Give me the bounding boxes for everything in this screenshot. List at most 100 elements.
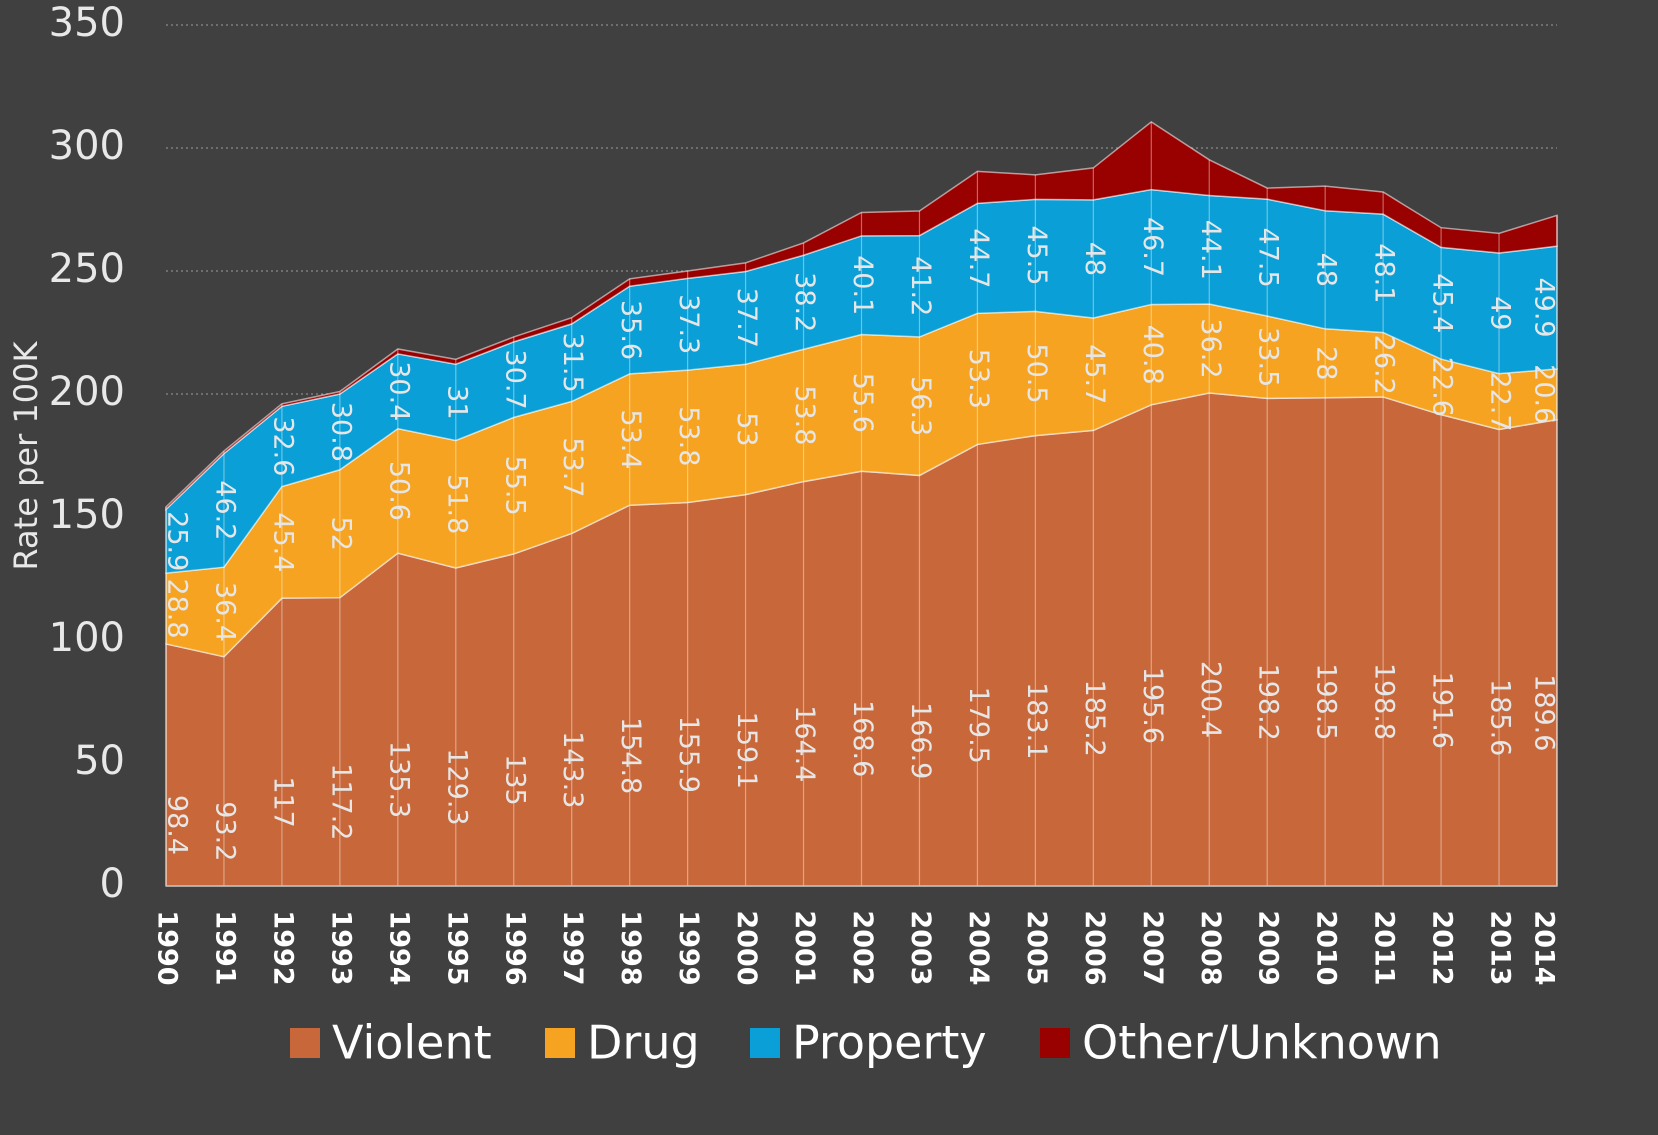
x-tick-label: 1992: [267, 910, 298, 985]
value-label: 195.6: [1137, 667, 1168, 744]
value-label: 135.3: [383, 741, 414, 818]
legend-label: Property: [792, 1016, 987, 1070]
x-tick-label: 2014: [1529, 910, 1560, 985]
value-label: 41.2: [905, 256, 936, 316]
legend-label: Other/Unknown: [1082, 1016, 1442, 1070]
value-label: 93.2: [209, 801, 240, 861]
value-label: 44.7: [963, 228, 994, 288]
value-label: 37.3: [673, 294, 704, 354]
value-label: 179.5: [963, 687, 994, 764]
y-tick-label: 100: [49, 615, 125, 661]
value-label: 49: [1485, 296, 1516, 330]
x-tick-label: 2005: [1021, 910, 1052, 985]
value-label: 36.2: [1195, 318, 1226, 378]
value-label: 154.8: [615, 717, 646, 794]
y-tick-label: 150: [49, 492, 125, 538]
value-label: 49.9: [1529, 277, 1560, 337]
value-label: 40.8: [1137, 325, 1168, 385]
value-label: 48: [1079, 242, 1110, 276]
value-label: 198.8: [1369, 663, 1400, 740]
value-label: 31: [441, 385, 472, 419]
value-label: 38.2: [789, 272, 820, 332]
value-label: 117.2: [325, 763, 356, 840]
value-label: 200.4: [1195, 661, 1226, 738]
value-label: 36.4: [209, 582, 240, 642]
y-axis-label: Rate per 100K: [7, 341, 45, 571]
x-tick-label: 1997: [557, 910, 588, 985]
value-label: 53.8: [673, 406, 704, 466]
value-label: 50.5: [1021, 343, 1052, 403]
x-tick-label: 2010: [1311, 910, 1342, 985]
value-label: 45.4: [267, 512, 298, 572]
value-label: 35.6: [615, 300, 646, 360]
value-label: 32.6: [267, 416, 298, 476]
area: [165, 121, 1558, 512]
x-tick-label: 2002: [847, 910, 878, 985]
x-tick-label: 1999: [673, 910, 704, 985]
value-label: 51.8: [441, 474, 472, 534]
value-label: 189.6: [1529, 674, 1560, 751]
x-tick-label: 2007: [1137, 910, 1168, 985]
value-label: 117: [267, 776, 298, 828]
x-tick-label: 2013: [1485, 910, 1516, 985]
x-tick-label: 2000: [731, 910, 762, 985]
value-label: 53.3: [963, 349, 994, 409]
x-tick-label: 2011: [1369, 910, 1400, 985]
value-label: 33.5: [1253, 327, 1284, 387]
legend-swatch: [545, 1028, 575, 1058]
value-label: 28.8: [162, 578, 193, 638]
value-label: 198.2: [1253, 664, 1284, 741]
value-label: 26.2: [1369, 335, 1400, 395]
value-label: 48: [1311, 253, 1342, 287]
y-tick-label: 200: [49, 369, 125, 415]
value-label: 30.4: [383, 361, 414, 421]
value-label: 98.4: [162, 795, 193, 855]
x-tick-label: 2004: [963, 910, 994, 985]
value-label: 183.1: [1021, 682, 1052, 759]
legend-label: Violent: [332, 1016, 492, 1070]
value-label: 45.5: [1021, 225, 1052, 285]
x-tick-label: 1995: [441, 910, 472, 985]
value-label: 185.2: [1079, 680, 1110, 757]
value-label: 198.5: [1311, 663, 1342, 740]
value-label: 50.6: [383, 461, 414, 521]
value-label: 28: [1311, 346, 1342, 380]
x-tick-label: 2006: [1079, 910, 1110, 985]
value-label: 47.5: [1253, 228, 1284, 288]
value-label: 155.9: [673, 716, 704, 793]
value-label: 56.3: [905, 376, 936, 436]
y-tick-label: 250: [49, 246, 125, 292]
legend-label: Drug: [587, 1016, 700, 1070]
y-tick-label: 350: [49, 0, 125, 46]
x-tick-label: 2003: [905, 910, 936, 985]
value-label: 164.4: [789, 705, 820, 782]
value-label: 30.7: [499, 350, 530, 410]
value-label: 44.1: [1195, 220, 1226, 280]
x-tick-label: 1998: [615, 910, 646, 985]
legend-swatch: [290, 1028, 320, 1058]
y-tick-label: 50: [74, 738, 125, 784]
x-tick-label: 2001: [789, 910, 820, 985]
value-label: 135: [499, 754, 530, 806]
value-label: 46.7: [1137, 217, 1168, 277]
x-tick-label: 2008: [1195, 910, 1226, 985]
x-tick-label: 1996: [499, 910, 530, 985]
x-tick-label: 2012: [1427, 910, 1458, 985]
x-tick-label: 1991: [209, 910, 240, 985]
value-label: 22.7: [1485, 371, 1516, 431]
value-label: 25.9: [162, 511, 193, 571]
legend-swatch: [1040, 1028, 1070, 1058]
value-label: 46.2: [209, 480, 240, 540]
x-tick-label: 2009: [1253, 910, 1284, 985]
value-label: 40.1: [847, 255, 878, 315]
value-label: 191.6: [1427, 672, 1458, 749]
value-label: 55.5: [499, 456, 530, 516]
value-label: 185.6: [1485, 679, 1516, 756]
value-label: 143.3: [557, 731, 588, 808]
x-tick-label: 1990: [152, 910, 183, 985]
value-label: 166.9: [905, 702, 936, 779]
value-label: 53: [731, 412, 762, 446]
value-label: 45.4: [1427, 273, 1458, 333]
value-label: 53.4: [615, 409, 646, 469]
value-label: 52: [325, 517, 356, 551]
